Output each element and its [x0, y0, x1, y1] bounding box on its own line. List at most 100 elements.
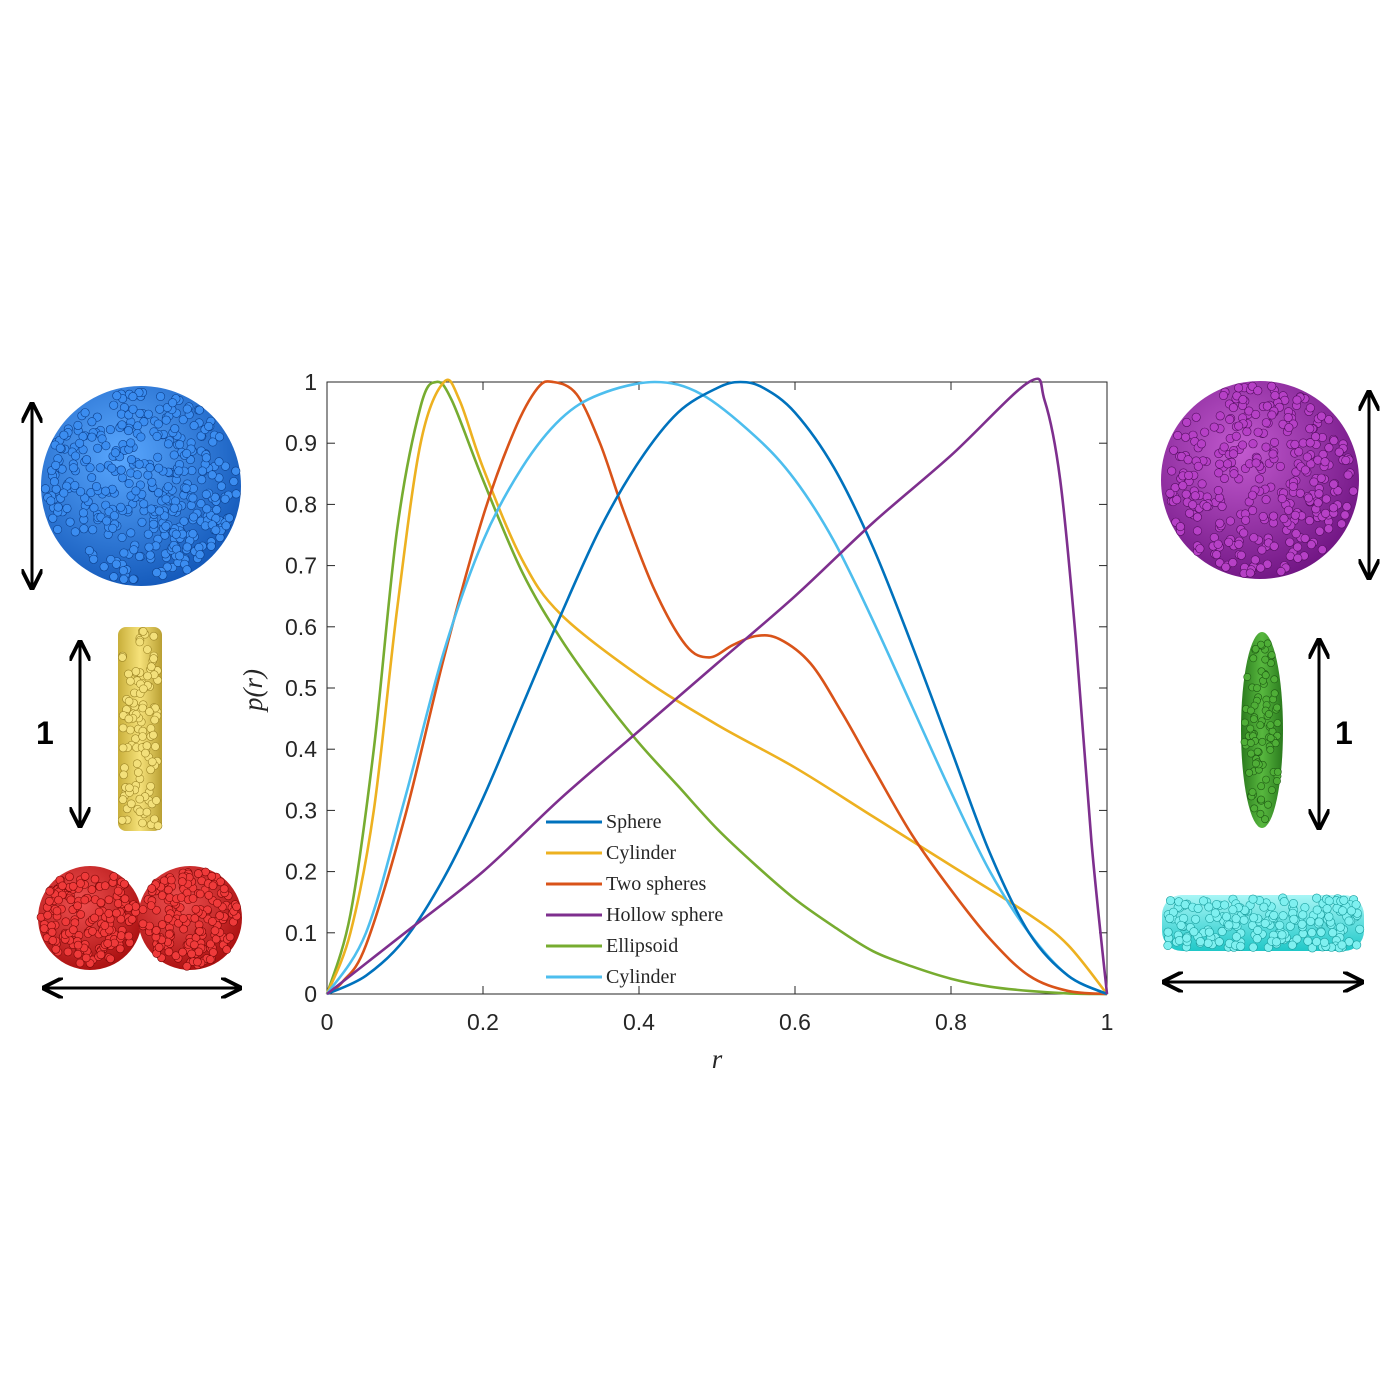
particle [45, 886, 55, 896]
particle [174, 466, 184, 476]
particle [126, 725, 135, 735]
particle [153, 419, 163, 429]
particle [1185, 508, 1195, 518]
particle [1267, 410, 1277, 420]
particle [151, 742, 160, 751]
particle [1234, 383, 1244, 393]
particle [126, 676, 135, 686]
particle [179, 516, 189, 526]
particle [1249, 533, 1259, 543]
particle [73, 949, 83, 959]
particle [1176, 920, 1186, 930]
particle [1261, 442, 1271, 452]
particle [120, 879, 129, 889]
particle [1317, 411, 1327, 421]
particle [1165, 488, 1175, 498]
particle [224, 513, 234, 523]
particle [1355, 924, 1365, 934]
particle [124, 903, 133, 913]
particle [1236, 941, 1246, 951]
particle [1254, 474, 1264, 484]
particle [1253, 925, 1263, 935]
particle [182, 565, 192, 575]
legend-label: Two spheres [606, 873, 706, 895]
particle [1268, 786, 1276, 794]
particle [1197, 439, 1207, 449]
particle [1337, 940, 1347, 950]
particle [143, 529, 153, 539]
particle [1173, 430, 1183, 440]
particle [217, 481, 227, 491]
particle [1220, 900, 1230, 910]
particle [125, 783, 134, 793]
particle [211, 525, 221, 535]
particle [1241, 718, 1249, 727]
particle [149, 519, 159, 529]
particle [1225, 516, 1235, 526]
particle [171, 951, 181, 961]
particle [1241, 515, 1251, 525]
particle [43, 910, 53, 920]
particle [1300, 533, 1310, 543]
particle [1219, 473, 1229, 483]
particle [118, 795, 128, 804]
particle [1204, 902, 1214, 912]
particle [109, 511, 119, 521]
particle [1270, 689, 1279, 698]
particle [182, 961, 192, 971]
particle [138, 703, 147, 713]
particle [146, 765, 155, 775]
y-tick-label: 0.4 [285, 736, 317, 762]
particle [39, 924, 49, 933]
particle [95, 463, 105, 473]
particle [87, 417, 97, 427]
particle [1217, 501, 1227, 511]
particle [1248, 490, 1258, 500]
particle [55, 443, 65, 453]
particle [1295, 488, 1305, 498]
particle [209, 948, 218, 957]
particle [65, 517, 75, 527]
particle [73, 420, 83, 430]
particle [1163, 940, 1173, 950]
particle [169, 503, 179, 513]
hollow-sphere-texture [1165, 381, 1358, 578]
particle [1215, 518, 1225, 528]
two-spheres-shape [36, 866, 242, 988]
particle [135, 637, 145, 647]
particle [124, 931, 134, 941]
particle [1257, 795, 1265, 804]
particle [1167, 466, 1177, 476]
particle [92, 481, 102, 491]
y-tick-label: 0.3 [285, 797, 317, 823]
particle [117, 815, 127, 825]
particle [1193, 461, 1203, 471]
particle [1238, 395, 1248, 405]
particle [59, 488, 69, 498]
particle [208, 881, 218, 891]
particle [195, 405, 205, 415]
particle [155, 404, 165, 414]
particle [128, 392, 138, 402]
particle [1321, 508, 1331, 518]
particle [1259, 902, 1269, 912]
particle [144, 542, 154, 552]
particle [1285, 537, 1295, 547]
particle [1245, 568, 1255, 578]
particle [1250, 804, 1259, 813]
particle [85, 463, 95, 473]
particle [1306, 916, 1316, 926]
particle [175, 551, 185, 561]
particle [128, 574, 138, 584]
particle [1317, 545, 1327, 555]
particle [1294, 447, 1304, 457]
particle [1261, 655, 1270, 664]
particle [179, 924, 188, 934]
particle [195, 926, 204, 936]
particle [1250, 715, 1258, 723]
particle [152, 431, 162, 441]
particle [1322, 904, 1332, 914]
particle [179, 914, 188, 923]
particle [1265, 710, 1273, 718]
particle [79, 524, 89, 534]
